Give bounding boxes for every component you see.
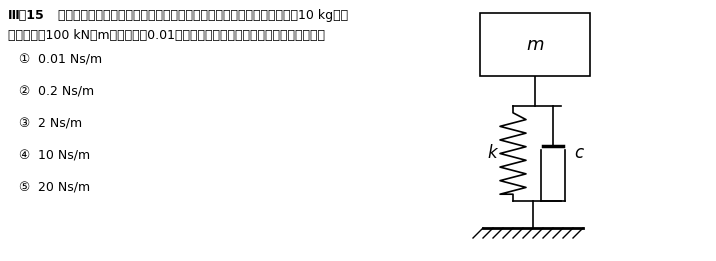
Text: 0.01 Ns/m: 0.01 Ns/m xyxy=(38,53,102,66)
Text: ①: ① xyxy=(18,53,29,66)
Text: ⑤: ⑤ xyxy=(18,181,29,194)
Text: 10 Ns/m: 10 Ns/m xyxy=(38,149,90,162)
Text: 0.2 Ns/m: 0.2 Ns/m xyxy=(38,85,94,98)
Text: $k$: $k$ xyxy=(487,145,499,163)
Text: ②: ② xyxy=(18,85,29,98)
Text: ④: ④ xyxy=(18,149,29,162)
Text: $m$: $m$ xyxy=(526,35,544,54)
Text: $c$: $c$ xyxy=(574,145,584,163)
Text: 20 Ns/m: 20 Ns/m xyxy=(38,181,90,194)
Text: 下図のような粘性減衰要素を有する１自由度振動系において，質量ｍが10 kg，ば: 下図のような粘性減衰要素を有する１自由度振動系において，質量ｍが10 kg，ば xyxy=(58,9,348,22)
Text: Ⅲ－15: Ⅲ－15 xyxy=(8,9,44,22)
Text: ③: ③ xyxy=(18,117,29,130)
Text: 2 Ns/m: 2 Ns/m xyxy=(38,117,82,130)
Bar xyxy=(480,13,590,76)
Text: ね定数ｋが100 kN／m，減衰比が0.01のとき，減衰係数ｃに最も近い値はどれか。: ね定数ｋが100 kN／m，減衰比が0.01のとき，減衰係数ｃに最も近い値はどれ… xyxy=(8,29,325,42)
